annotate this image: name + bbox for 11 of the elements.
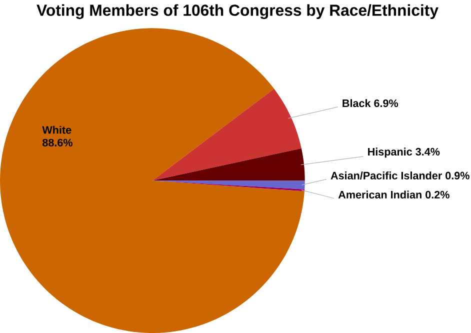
data-label: 6.9% — [374, 99, 398, 108]
data-label: 0.9% — [446, 172, 470, 180]
slice-label: Asian/Pacific Islander — [330, 171, 442, 180]
slice-label: Black — [342, 99, 371, 108]
slice-label: White — [42, 126, 72, 134]
slice-label: Hispanic — [368, 148, 412, 158]
data-label: 3.4% — [416, 148, 440, 156]
slice-label: American Indian — [338, 190, 422, 199]
data-label: 0.2% — [426, 190, 450, 199]
data-label: 88.6% — [42, 138, 73, 146]
chart-title: Voting Members of 106th Congress by Race/Ethnicity — [36, 4, 438, 20]
